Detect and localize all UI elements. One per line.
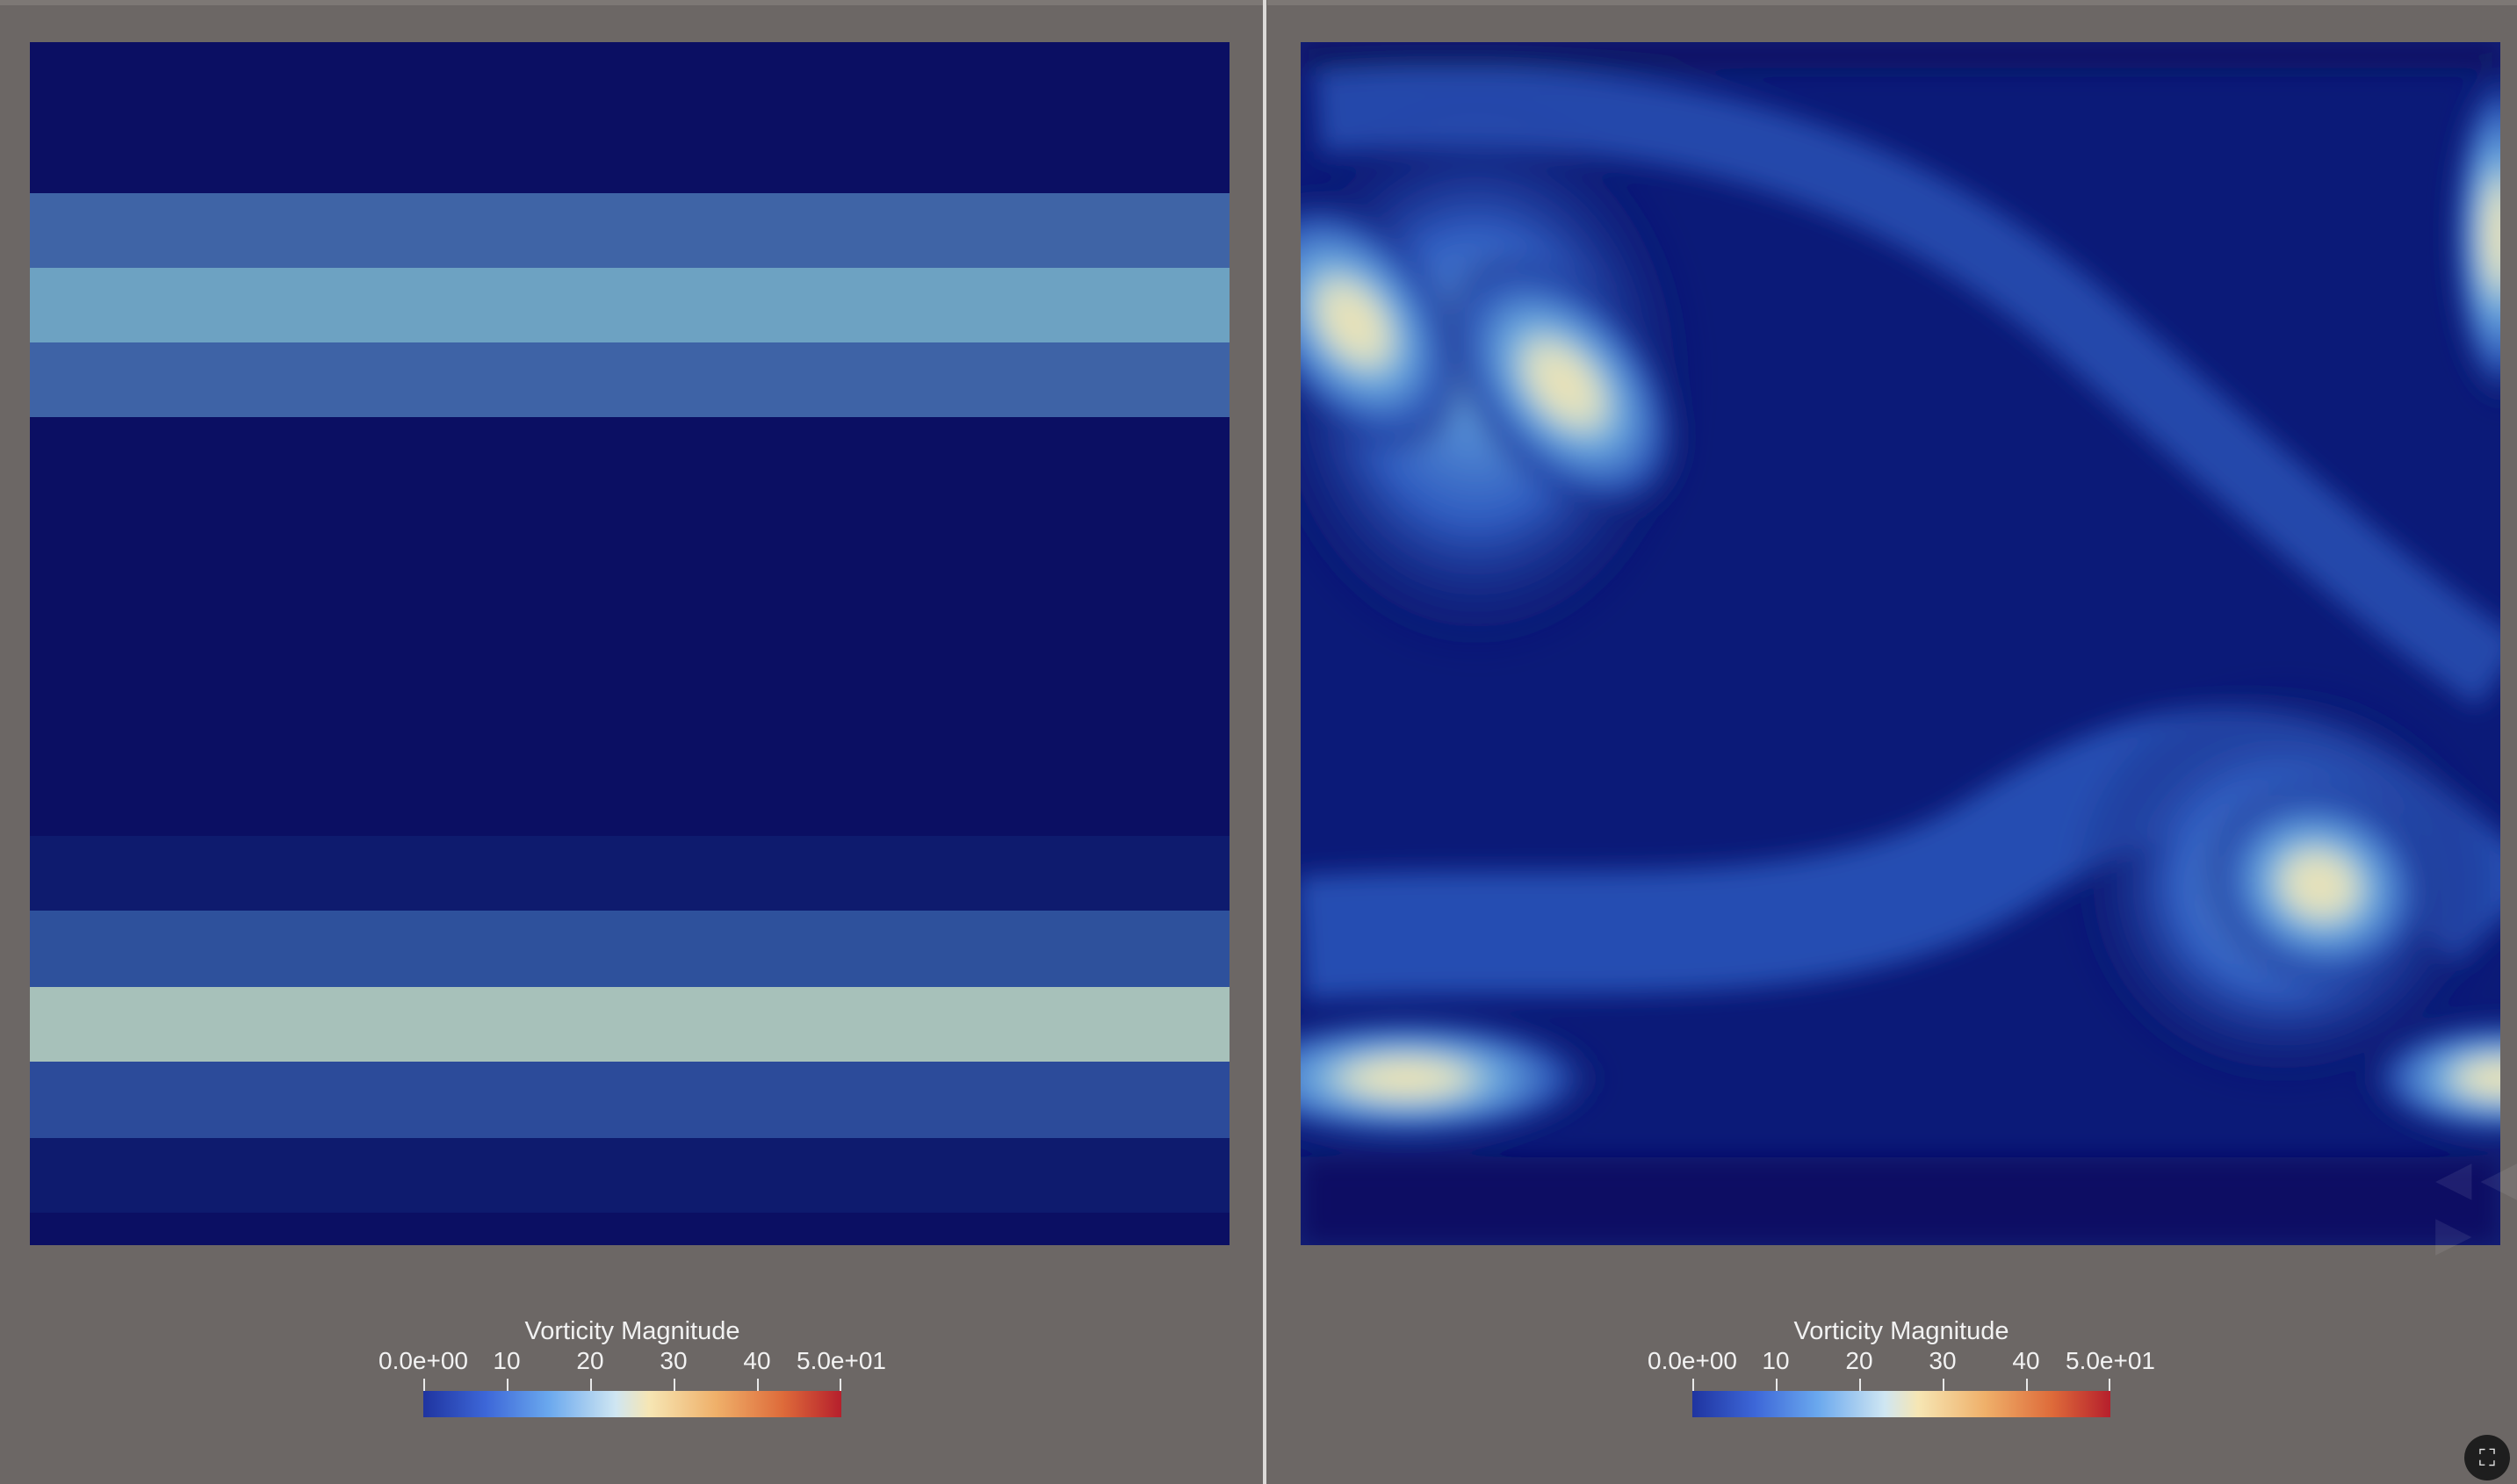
legend-tick-label: 40: [743, 1347, 771, 1374]
vorticity-band: [30, 342, 1230, 417]
vorticity-band: [30, 417, 1230, 836]
legend-tick-label: 10: [493, 1347, 521, 1374]
vorticity-band: [30, 42, 1230, 193]
legend-tick-label: 40: [2012, 1347, 2040, 1374]
playback-controls-overlay: ◀◀ ▶: [2435, 1152, 2517, 1260]
left-render-view[interactable]: Vorticity Magnitude 0.0e+00 10 20 30 40 …: [0, 0, 1263, 1484]
legend-tick-label: 5.0e+01: [797, 1347, 886, 1374]
legend-tick-label: 30: [1929, 1347, 1957, 1374]
legend-tick-label: 20: [576, 1347, 604, 1374]
color-legend: Vorticity Magnitude 0.0e+00 10 20 30 40 …: [1638, 1317, 2165, 1431]
legend-tick-label: 0.0e+00: [379, 1347, 468, 1374]
legend-title: Vorticity Magnitude: [524, 1317, 740, 1345]
right-render-view[interactable]: ◀◀ ▶ Vorticity Magnitude 0.0e+00 10 20 3…: [1267, 0, 2517, 1484]
vorticity-band: [30, 268, 1230, 342]
legend-tick-label: 5.0e+01: [2066, 1347, 2155, 1374]
vorticity-field-svg: [1301, 42, 2500, 1245]
legend-tick-label: 10: [1762, 1347, 1790, 1374]
vorticity-band: [30, 987, 1230, 1062]
legend-title: Vorticity Magnitude: [1793, 1317, 2009, 1345]
vorticity-band: [30, 1138, 1230, 1213]
view-top-strip: [1267, 0, 2517, 5]
legend-tick-label: 0.0e+00: [1648, 1347, 1737, 1374]
legend-colorbar: [1692, 1391, 2110, 1417]
vortex-structures: [1301, 42, 2500, 1245]
legend-tick-label: 30: [660, 1347, 688, 1374]
screenshot-icon[interactable]: ⛶: [2464, 1435, 2510, 1480]
legend-colorbar: [423, 1391, 841, 1417]
view-top-strip: [0, 0, 1263, 5]
vorticity-band: [30, 1213, 1230, 1245]
legend-tick-label: 20: [1845, 1347, 1873, 1374]
vorticity-band: [30, 911, 1230, 987]
vorticity-band: [30, 836, 1230, 911]
vorticity-render-evolved[interactable]: [1301, 42, 2500, 1245]
vorticity-band: [30, 193, 1230, 268]
vorticity-render-initial[interactable]: [30, 42, 1230, 1245]
view-splitter[interactable]: [1263, 0, 1266, 1484]
color-legend: Vorticity Magnitude 0.0e+00 10 20 30 40 …: [369, 1317, 896, 1431]
vorticity-band: [30, 1062, 1230, 1138]
